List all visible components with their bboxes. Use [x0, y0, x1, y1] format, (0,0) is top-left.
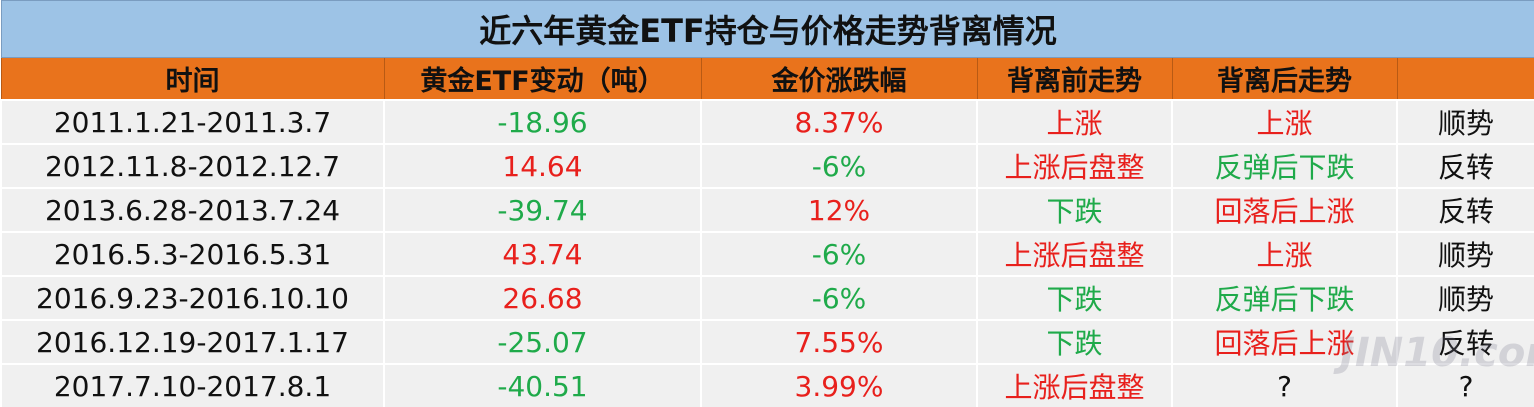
cell: 下跌 [976, 319, 1173, 365]
data-row: 2016.9.23-2016.10.10 26.68 -6% 下跌 反弹后下跌 顺势 [0, 275, 1534, 321]
data-row: 2017.7.10-2017.8.1 -40.51 3.99% 上涨后盘整?? [0, 363, 1534, 407]
cell: 上涨 [1171, 99, 1398, 145]
cell: 反弹后下跌 [1171, 275, 1398, 321]
cell: -6% [700, 143, 978, 189]
cell: 反弹后下跌 [1171, 143, 1398, 189]
header-cell: 金价涨跌幅 [700, 57, 978, 101]
cell: 回落后上涨 [1171, 319, 1398, 365]
cell: -6% [700, 275, 978, 321]
cell: 反转 [1395, 143, 1534, 189]
header-cell: 背离后走势 [1171, 57, 1398, 101]
header-cell [1396, 57, 1534, 101]
data-row: 2012.11.8-2012.12.7 14.64 -6% 上涨后盘整 反弹后下跌 反转 [0, 143, 1534, 189]
cell: -39.74 [383, 187, 702, 233]
title-row: 近六年黄金ETF持仓与价格走势背离情况 [0, 0, 1534, 58]
cell: 上涨 [976, 99, 1173, 145]
header-cell: 黄金ETF变动（吨） [383, 57, 702, 101]
cell: 14.64 [383, 143, 702, 189]
cell: 顺势 [1395, 99, 1534, 145]
data-row: 2016.5.3-2016.5.31 43.74 -6% 上涨后盘整 上涨 顺势 [0, 231, 1534, 277]
cell: 下跌 [976, 187, 1173, 233]
cell: 上涨后盘整 [976, 143, 1173, 189]
cell: 上涨后盘整 [976, 231, 1173, 277]
watermark: JIN10.com [1340, 330, 1534, 376]
cell: 顺势 [1395, 231, 1534, 277]
cell: 12% [700, 187, 978, 233]
cell: 2013.6.28-2013.7.24 [0, 187, 385, 233]
cell: -18.96 [383, 99, 702, 145]
cell: 43.74 [383, 231, 702, 277]
cell: 回落后上涨 [1171, 187, 1398, 233]
cell: 8.37% [700, 99, 978, 145]
cell: 反转 [1395, 187, 1534, 233]
cell: -40.51 [383, 363, 702, 407]
data-row: 2016.12.19-2017.1.17 -25.07 7.55% 下跌 回落后上涨 反转 [0, 319, 1534, 365]
cell: -25.07 [383, 319, 702, 365]
data-row: 2011.1.21-2011.3.7 -18.96 8.37% 上涨 上涨 顺势 [0, 99, 1534, 145]
cell: 上涨后盘整 [976, 363, 1173, 407]
cell: 2012.11.8-2012.12.7 [0, 143, 385, 189]
cell: 2011.1.21-2011.3.7 [0, 99, 385, 145]
cell: 2016.9.23-2016.10.10 [0, 275, 385, 321]
cell: 顺势 [1395, 275, 1534, 321]
data-row: 2013.6.28-2013.7.24 -39.74 12% 下跌 回落后上涨 反转 [0, 187, 1534, 233]
cell: -6% [700, 231, 978, 277]
cell: 2016.12.19-2017.1.17 [0, 319, 385, 365]
cell: 7.55% [700, 319, 978, 365]
cell: 上涨 [1171, 231, 1398, 277]
header-cell: 时间 [0, 57, 385, 101]
cell: 下跌 [976, 275, 1173, 321]
header-row: 时间 黄金ETF变动（吨） 金价涨跌幅 背离前走势 背离后走势 [0, 57, 1534, 101]
cell: 2017.7.10-2017.8.1 [0, 363, 385, 407]
cell: 3.99% [700, 363, 978, 407]
cell: 26.68 [383, 275, 702, 321]
table-title: 近六年黄金ETF持仓与价格走势背离情况 [0, 0, 1534, 58]
cell: 2016.5.3-2016.5.31 [0, 231, 385, 277]
header-cell: 背离前走势 [976, 57, 1173, 101]
